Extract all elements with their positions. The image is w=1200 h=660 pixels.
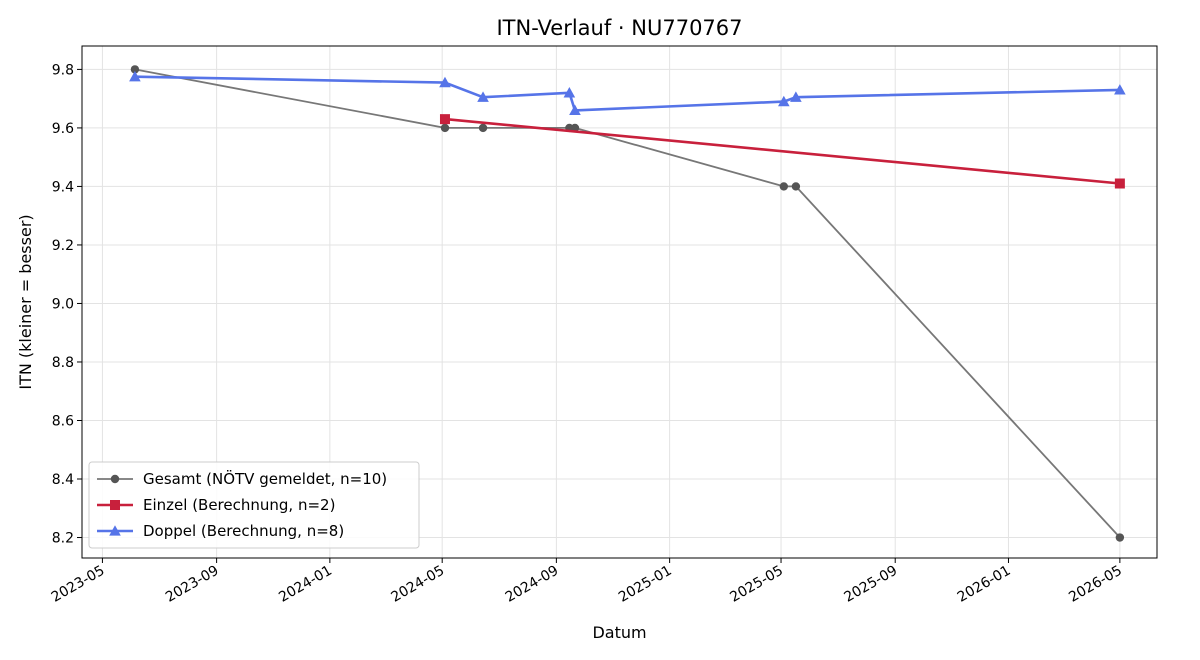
series-layer <box>129 65 1126 542</box>
plot-frame <box>81 45 1158 559</box>
legend-box <box>88 461 420 549</box>
series-line <box>134 75 1120 112</box>
legend-swatch-marker <box>109 525 121 536</box>
data-point <box>439 76 451 88</box>
series-1 <box>130 65 1125 542</box>
x-tick-label: 2025-05 <box>727 563 786 606</box>
data-point <box>130 65 140 74</box>
legend: Gesamt (NÖTV gemeldet, n=10) Einzel (Bere… <box>88 461 420 549</box>
data-point <box>1114 84 1126 95</box>
y-tick-label: 8.2 <box>52 531 74 547</box>
y-tick-label: 9.4 <box>52 179 74 195</box>
x-tick-label: 2026-05 <box>1066 563 1125 606</box>
x-axis-title: Datum <box>592 623 646 642</box>
series-line <box>444 117 1121 185</box>
data-point <box>569 104 581 116</box>
y-tick-label: 9.6 <box>52 121 74 137</box>
data-point <box>439 114 450 125</box>
data-point <box>1114 178 1125 189</box>
y-tick-label: 9.8 <box>52 62 74 78</box>
legend-swatch-marker <box>110 474 120 484</box>
x-tick-label: 2024-09 <box>503 563 562 606</box>
y-tick-label: 8.4 <box>52 472 74 488</box>
y-axis-title: ITN (kleiner = besser) <box>16 214 35 389</box>
chart-title: ITN-Verlauf · NU770767 <box>496 16 742 40</box>
x-tick-label: 2025-09 <box>842 563 901 606</box>
legend-label: Gesamt (NÖTV gemeldet, n=10) <box>143 469 387 488</box>
x-tick-label: 2024-01 <box>276 563 335 606</box>
series-2 <box>439 114 1125 189</box>
data-point <box>779 182 789 191</box>
data-point <box>440 123 450 133</box>
data-point <box>478 123 488 133</box>
x-tick-label: 2024-05 <box>389 563 448 606</box>
data-point <box>791 182 801 191</box>
legend-label: Doppel (Berechnung, n=8) <box>143 522 344 540</box>
series-3 <box>129 70 1126 116</box>
legend-label: Einzel (Berechnung, n=2) <box>143 496 335 514</box>
data-point <box>563 87 576 98</box>
x-tick-label: 2025-01 <box>616 563 675 606</box>
y-tick-label: 9.0 <box>52 296 74 312</box>
data-point <box>1115 533 1125 542</box>
x-tick-label: 2023-05 <box>49 563 108 606</box>
y-tick-label: 8.6 <box>52 413 74 429</box>
x-tick-label: 2023-09 <box>163 563 222 606</box>
data-point <box>790 91 802 102</box>
x-tick-label: 2026-01 <box>955 563 1014 606</box>
y-tick-label: 9.2 <box>52 238 74 254</box>
data-point <box>477 91 489 102</box>
y-tick-label: 8.8 <box>52 355 74 371</box>
data-point <box>778 95 790 107</box>
legend-swatch-marker <box>110 500 120 510</box>
data-point <box>129 70 141 82</box>
